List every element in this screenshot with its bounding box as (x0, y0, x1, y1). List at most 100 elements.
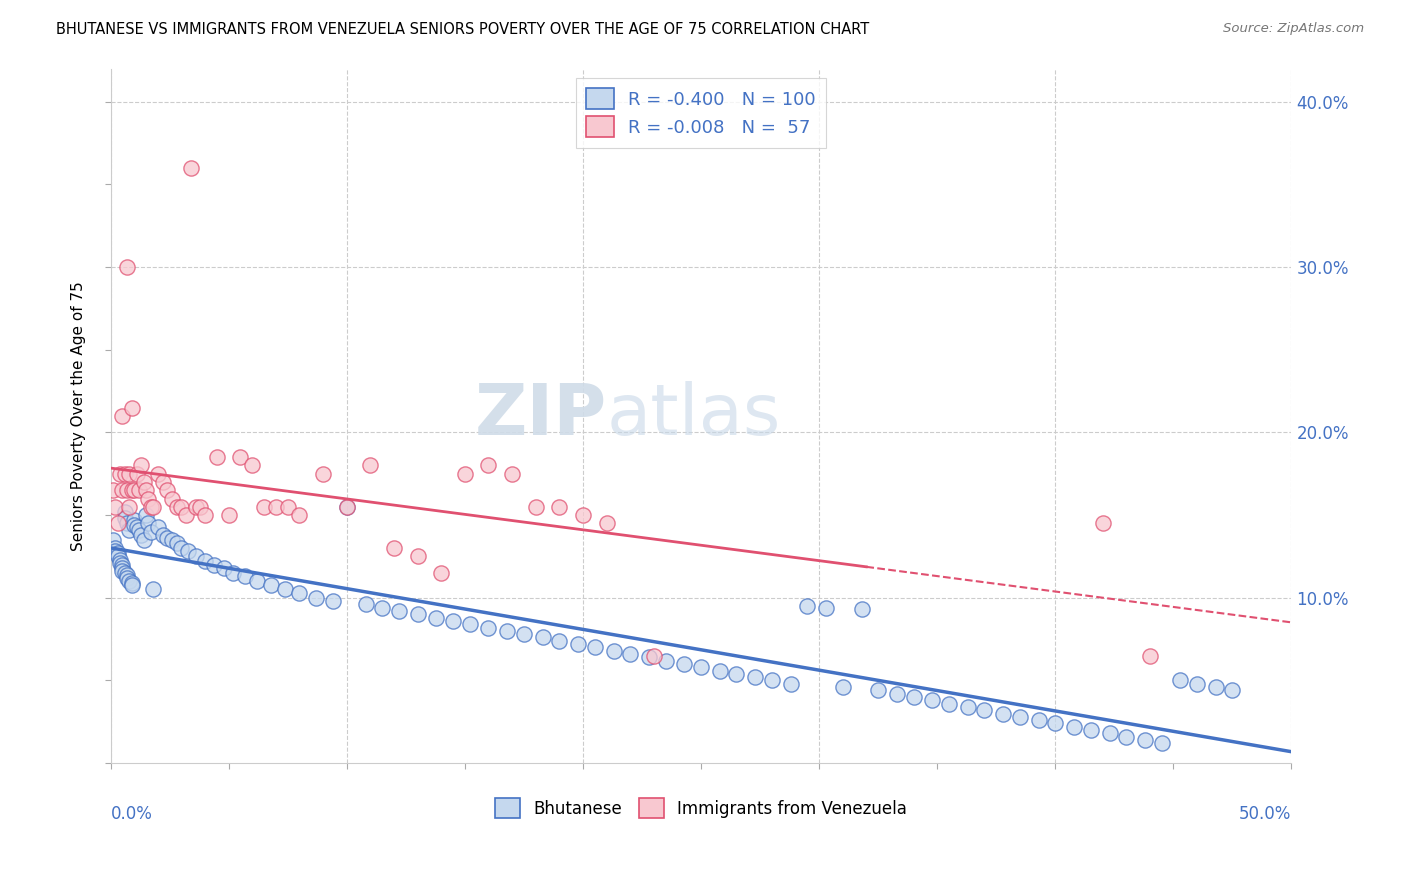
Point (371, 600, 394, 615)
Point (406, 607, 429, 622)
Point (709, 664, 731, 678)
Point (288, 586, 311, 600)
Point (673, 657, 696, 671)
Point (129, 458, 152, 473)
Point (496, 624, 519, 638)
Point (146, 519, 169, 533)
Point (139, 500, 162, 514)
Point (796, 599, 818, 613)
Text: Source: ZipAtlas.com: Source: ZipAtlas.com (1223, 22, 1364, 36)
Point (305, 591, 328, 605)
Point (121, 483, 143, 498)
Point (513, 627, 536, 641)
Point (851, 602, 873, 616)
Point (118, 523, 141, 537)
Point (406, 549, 429, 564)
Point (1150, 736, 1173, 750)
Point (277, 500, 299, 514)
Point (174, 508, 197, 522)
Point (101, 533, 124, 547)
Point (583, 640, 606, 655)
Point (160, 491, 183, 506)
Point (184, 500, 207, 514)
Point (108, 552, 131, 566)
Point (122, 518, 145, 533)
Point (104, 544, 127, 558)
Point (111, 564, 134, 578)
Point (654, 654, 676, 668)
Point (938, 697, 960, 711)
Text: BHUTANESE VS IMMIGRANTS FROM VENEZUELA SENIORS POVERTY OVER THE AGE OF 75 CORREL: BHUTANESE VS IMMIGRANTS FROM VENEZUELA S… (56, 22, 869, 37)
Point (111, 558, 134, 572)
Point (548, 500, 571, 514)
Point (121, 401, 143, 415)
Point (1133, 733, 1156, 747)
Point (336, 500, 359, 514)
Point (441, 614, 464, 628)
Point (205, 450, 228, 465)
Point (194, 508, 217, 522)
Point (524, 500, 547, 514)
Point (761, 673, 783, 688)
Point (458, 617, 481, 632)
Point (619, 647, 641, 661)
Point (104, 500, 127, 514)
Point (567, 637, 589, 651)
Point (132, 475, 155, 489)
Point (886, 687, 908, 701)
Point (233, 569, 256, 583)
Point (1028, 713, 1050, 727)
Point (572, 508, 595, 522)
Text: 0.0%: 0.0% (111, 805, 152, 822)
Point (108, 467, 131, 481)
Point (121, 577, 143, 591)
Point (638, 650, 661, 665)
Point (104, 541, 127, 555)
Point (956, 699, 979, 714)
Point (125, 519, 148, 533)
Point (1185, 677, 1208, 691)
Point (129, 528, 152, 542)
Point (264, 500, 287, 514)
Point (1139, 648, 1161, 663)
Point (454, 467, 477, 481)
Point (111, 483, 134, 498)
Point (354, 598, 377, 612)
Point (146, 467, 169, 481)
Point (135, 508, 157, 522)
Point (477, 620, 499, 634)
Point (548, 633, 571, 648)
Point (122, 513, 145, 527)
Text: 50.0%: 50.0% (1239, 805, 1292, 822)
Point (135, 483, 157, 498)
Point (779, 677, 801, 691)
Point (312, 467, 335, 481)
Point (240, 458, 263, 473)
Point (114, 566, 136, 580)
Point (815, 600, 838, 615)
Point (115, 483, 138, 498)
Point (114, 511, 136, 525)
Point (1080, 723, 1102, 737)
Point (180, 161, 202, 175)
Point (118, 467, 141, 481)
Point (993, 706, 1015, 721)
Point (222, 566, 245, 580)
Point (973, 703, 995, 717)
Point (744, 670, 766, 684)
Point (121, 575, 143, 590)
Point (595, 516, 617, 531)
Point (903, 690, 925, 704)
Point (160, 533, 183, 547)
Point (115, 567, 138, 582)
Point (1098, 726, 1121, 740)
Point (218, 508, 240, 522)
Point (170, 541, 193, 555)
Point (107, 549, 129, 564)
Point (274, 582, 297, 597)
Point (382, 541, 405, 555)
Point (921, 693, 943, 707)
Point (125, 467, 148, 481)
Point (204, 558, 226, 572)
Point (115, 260, 138, 274)
